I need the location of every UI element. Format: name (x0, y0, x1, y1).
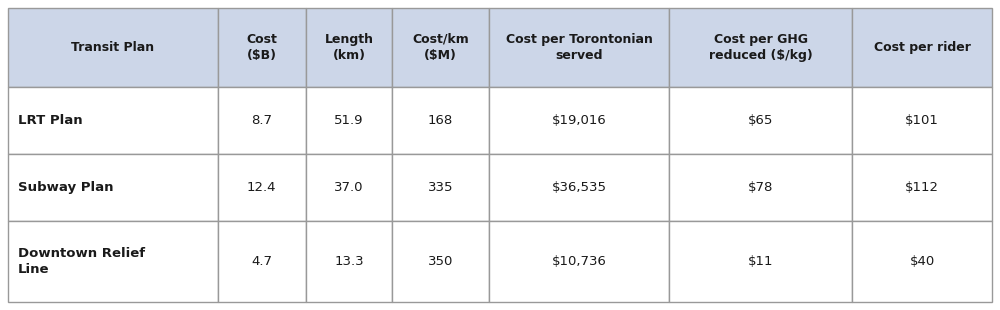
Text: $65: $65 (748, 114, 773, 127)
Bar (489, 87, 669, 154)
Bar (392, 8, 489, 87)
Text: 350: 350 (428, 255, 453, 268)
Text: $19,016: $19,016 (552, 114, 606, 127)
Text: $36,535: $36,535 (552, 181, 607, 194)
Bar (306, 8, 392, 87)
Text: Cost/km
($M): Cost/km ($M) (412, 33, 469, 62)
Bar (218, 221, 306, 302)
Bar (669, 154, 852, 221)
Text: 168: 168 (428, 114, 453, 127)
Bar (306, 154, 392, 221)
Text: 335: 335 (428, 181, 453, 194)
Bar (8, 87, 218, 154)
Text: $101: $101 (905, 114, 939, 127)
Bar (392, 87, 489, 154)
Text: 4.7: 4.7 (251, 255, 272, 268)
Bar (218, 8, 306, 87)
Text: 8.7: 8.7 (251, 114, 272, 127)
Bar (392, 154, 489, 221)
Bar (218, 154, 306, 221)
Bar (852, 221, 992, 302)
Bar (852, 8, 992, 87)
Bar (489, 8, 669, 87)
Bar (392, 221, 489, 302)
Bar (306, 87, 392, 154)
Text: LRT Plan: LRT Plan (18, 114, 83, 127)
Bar (489, 221, 669, 302)
Text: Cost per rider: Cost per rider (874, 41, 971, 54)
Text: 12.4: 12.4 (247, 181, 277, 194)
Text: Transit Plan: Transit Plan (71, 41, 154, 54)
Text: Cost per GHG
reduced ($/kg): Cost per GHG reduced ($/kg) (709, 33, 813, 62)
Text: $40: $40 (909, 255, 935, 268)
Text: $78: $78 (748, 181, 773, 194)
Bar (852, 154, 992, 221)
Text: $11: $11 (748, 255, 774, 268)
Bar (218, 87, 306, 154)
Text: $10,736: $10,736 (552, 255, 606, 268)
Text: Downtown Relief
Line: Downtown Relief Line (18, 247, 145, 276)
Bar (8, 8, 218, 87)
Bar (8, 154, 218, 221)
Bar (8, 221, 218, 302)
Text: Cost
($B): Cost ($B) (246, 33, 277, 62)
Text: 13.3: 13.3 (334, 255, 364, 268)
Bar (852, 87, 992, 154)
Bar (306, 221, 392, 302)
Bar (669, 8, 852, 87)
Text: 37.0: 37.0 (334, 181, 364, 194)
Text: Subway Plan: Subway Plan (18, 181, 114, 194)
Text: 51.9: 51.9 (334, 114, 364, 127)
Bar (669, 87, 852, 154)
Text: Length
(km): Length (km) (324, 33, 373, 62)
Text: $112: $112 (905, 181, 939, 194)
Bar (489, 154, 669, 221)
Text: Cost per Torontonian
served: Cost per Torontonian served (506, 33, 652, 62)
Bar (669, 221, 852, 302)
